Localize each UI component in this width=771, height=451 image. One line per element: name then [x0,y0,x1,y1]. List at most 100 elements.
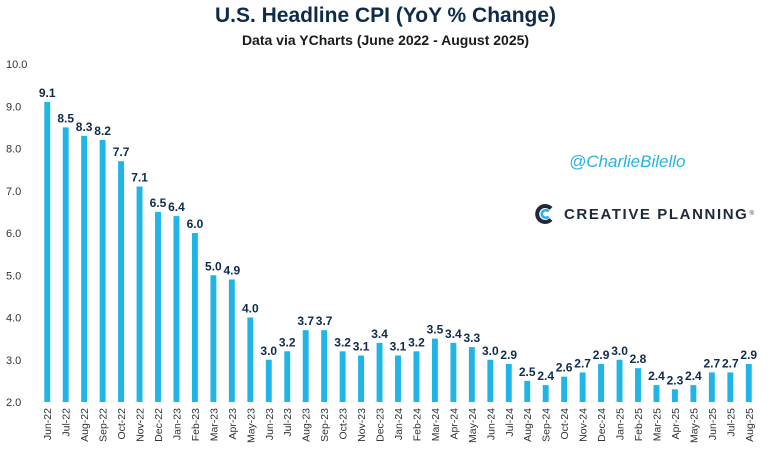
bars-group [44,102,752,403]
x-tick-label: Mar-24 [430,408,442,441]
bar [745,363,752,402]
bar [395,355,401,402]
bar [616,359,623,402]
data-label: 2.5 [519,365,536,379]
data-label: 8.2 [94,124,111,138]
data-label: 3.1 [390,340,407,354]
bar [210,275,217,402]
data-label: 6.5 [150,196,167,210]
bar [358,355,365,402]
bar [118,161,125,402]
x-tick-label: May-23 [245,408,257,443]
bar [450,342,457,402]
data-label: 6.4 [168,200,185,214]
x-tick-label: Dec-23 [375,408,387,442]
data-label: 2.9 [593,348,610,362]
x-tick-label: Mar-25 [651,408,663,441]
bar [413,351,420,402]
x-tick-label: Nov-24 [578,408,590,442]
x-tick-label: Sep-22 [98,408,110,442]
data-label: 6.0 [187,217,204,231]
x-tick-label: Oct-22 [116,408,128,440]
data-label: 7.1 [131,171,148,185]
y-tick-label: 5.0 [6,270,21,282]
bar [487,359,494,402]
y-axis: 2.0 3.0 4.0 5.0 6.0 7.0 8.0 9.0 10.0 [6,59,27,409]
bar [561,376,568,402]
data-label: 3.0 [611,344,628,358]
x-tick-label: Sep-24 [541,408,553,442]
x-tick-label: Nov-22 [135,408,147,442]
x-tick-label: Jun-24 [485,408,497,440]
data-label: 3.7 [316,314,333,328]
data-label: 2.4 [537,369,554,383]
x-tick-label: Jun-23 [264,408,276,440]
bar [542,385,549,402]
data-label: 2.7 [574,356,591,370]
bar [321,330,328,402]
bar [136,186,143,402]
data-label: 3.2 [408,335,425,349]
y-tick-label: 7.0 [6,186,21,198]
data-label: 4.0 [242,302,259,316]
bar [228,279,235,402]
creative-planning-logo-icon [535,204,553,224]
x-tick-label: Jan-23 [171,408,183,440]
y-tick-label: 6.0 [6,228,21,240]
chart-title: U.S. Headline CPI (YoY % Change) [214,4,557,27]
x-tick-label: Apr-25 [670,408,682,440]
bar [284,351,291,402]
data-label: 8.5 [57,111,74,125]
bar [727,372,734,402]
x-tick-label: Jan-25 [615,408,627,440]
logo-trademark: ® [749,211,754,217]
data-label: 3.0 [260,344,277,358]
bar [598,363,605,402]
data-label: 7.7 [113,145,130,159]
y-tick-label: 3.0 [6,355,21,367]
data-label: 8.3 [76,120,93,134]
bar [690,385,697,402]
bar [468,347,475,402]
data-label: 3.2 [279,335,296,349]
data-label: 2.6 [556,361,573,375]
bar [653,385,660,402]
x-tick-label: Jan-24 [393,408,405,440]
data-label: 9.1 [39,86,56,100]
x-tick-label: Apr-23 [227,408,239,440]
data-label: 3.4 [445,327,462,341]
x-tick-label: Jun-22 [42,408,54,440]
y-tick-label: 10.0 [6,59,27,71]
data-label: 3.3 [464,331,481,345]
x-tick-label: Jul-24 [504,408,516,437]
data-label: 2.4 [685,369,702,383]
x-tick-label: May-25 [688,408,700,443]
bar [265,359,272,402]
data-label: 3.5 [427,323,444,337]
x-tick-label: Mar-23 [208,408,220,441]
data-label: 3.2 [334,335,351,349]
x-tick-label: Dec-22 [153,408,165,442]
x-tick-label: Jul-22 [61,408,73,437]
bar [579,372,586,402]
y-tick-label: 8.0 [6,144,21,156]
value-labels-group: 9.18.58.3 8.27.77.16.5 6.46.05.0 4.94.03.03… [39,86,758,387]
data-label: 2.3 [667,373,684,387]
bar [431,338,438,402]
y-tick-label: 2.0 [6,397,21,409]
creative-planning-logo: CREATIVE PLANNING ® [534,200,754,228]
x-tick-label: Sep-23 [319,408,331,442]
bar [99,140,106,403]
bar [302,330,309,402]
bar [376,342,383,402]
x-tick-label: Aug-23 [301,408,313,442]
twitter-handle: @CharlieBilello [569,152,686,171]
x-tick-label: Feb-25 [633,408,645,441]
data-label: 3.1 [353,340,370,354]
x-tick-label: Apr-24 [448,408,460,440]
bar [191,233,198,402]
data-label: 2.4 [648,369,665,383]
bar [44,102,51,403]
x-tick-label: Jul-25 [725,408,737,437]
bar [505,363,512,402]
